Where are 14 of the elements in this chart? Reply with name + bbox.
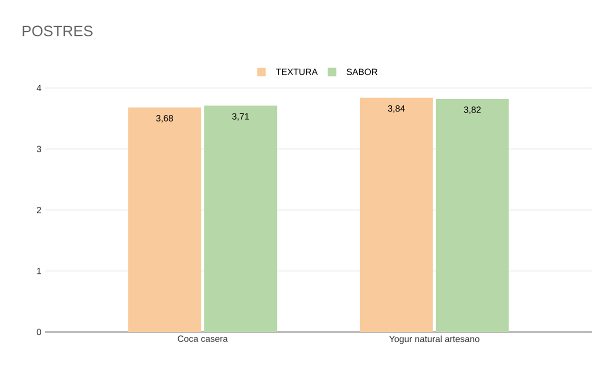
data-label: 3,82 [464, 106, 481, 114]
data-label: 3,84 [388, 105, 405, 113]
data-label: 3,71 [232, 113, 249, 121]
y-tick-label: 1 [37, 268, 42, 274]
legend-label: TEXTURA [276, 68, 318, 76]
x-tick-label: Yogur natural artesano [389, 336, 480, 344]
y-tick-label: 3 [36, 146, 42, 152]
data-label: 3,68 [156, 115, 173, 122]
y-tick-label: 0 [36, 328, 42, 336]
x-tick-label: Coca casera [178, 336, 228, 342]
y-tick-label: 4 [36, 84, 42, 92]
legend-label: SABOR [346, 68, 378, 76]
y-tick-label: 2 [36, 206, 42, 214]
chart-title: POSTRES [22, 26, 93, 36]
